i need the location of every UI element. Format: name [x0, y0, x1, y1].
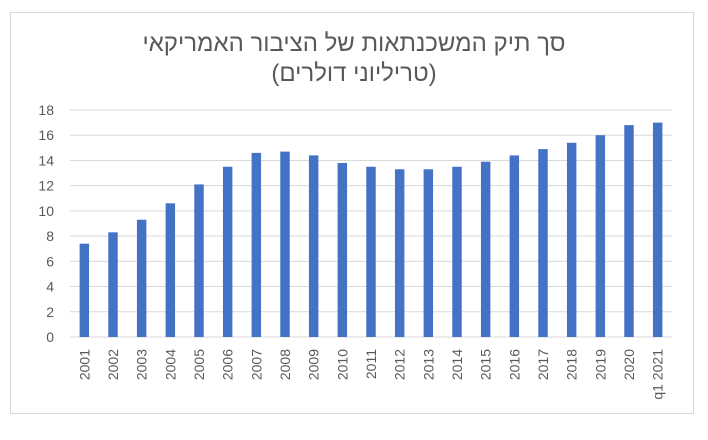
- y-tick-label: 12: [38, 178, 54, 194]
- y-tick-label: 2: [46, 304, 54, 320]
- bar: [652, 122, 663, 337]
- x-tick-label: q1 2021: [650, 349, 666, 400]
- y-tick-label: 8: [46, 228, 54, 244]
- x-tick-label: 2008: [277, 349, 293, 380]
- bar: [394, 169, 405, 337]
- y-tick-label: 18: [38, 102, 54, 118]
- chart-subtitle: (טריליוני דולרים): [271, 60, 437, 87]
- bar: [194, 184, 204, 337]
- x-tick-label: 2002: [105, 349, 121, 380]
- x-tick-label: 2010: [334, 349, 350, 380]
- bar: [222, 166, 233, 337]
- y-tick-label: 6: [46, 253, 54, 269]
- x-tick-label: 2020: [621, 349, 637, 380]
- bar: [366, 166, 376, 337]
- x-tick-label: 2016: [506, 349, 522, 380]
- x-tick-label: 2009: [306, 349, 322, 380]
- x-tick-label: 2014: [449, 349, 465, 380]
- bar: [509, 155, 520, 337]
- x-tick-label: 2001: [76, 349, 92, 380]
- y-tick-label: 16: [38, 127, 54, 143]
- x-tick-label: 2004: [162, 349, 178, 380]
- bar: [595, 135, 606, 337]
- bar: [624, 125, 634, 337]
- x-tick-label: 2015: [478, 349, 494, 380]
- y-tick-label: 14: [38, 152, 54, 168]
- x-tick-label: 2003: [134, 349, 150, 380]
- x-tick-label: 2006: [220, 349, 236, 380]
- x-tick-label: 2012: [392, 349, 408, 380]
- bar: [337, 162, 348, 337]
- bar: [280, 151, 290, 337]
- bar: [566, 142, 577, 337]
- bar: [308, 155, 319, 337]
- bar: [480, 161, 491, 337]
- x-tick-label: 2013: [420, 349, 436, 380]
- bar: [423, 169, 434, 337]
- x-tick-label: 2011: [363, 349, 379, 379]
- chart-title: סך תיק המשכנתאות של הציבור האמריקאי: [142, 30, 566, 57]
- bar: [79, 243, 90, 337]
- bar: [165, 203, 176, 337]
- bar: [108, 232, 118, 337]
- y-tick-label: 10: [38, 203, 54, 219]
- y-tick-label: 4: [46, 279, 54, 295]
- bar: [452, 166, 462, 337]
- x-tick-label: 2007: [248, 349, 264, 380]
- x-tick-label: 2017: [535, 349, 551, 380]
- x-tick-label: 2018: [564, 349, 580, 380]
- x-tick-label: 2005: [191, 349, 207, 380]
- bar: [538, 149, 548, 337]
- x-tick-label: 2019: [592, 349, 608, 380]
- bar: [136, 219, 147, 337]
- y-tick-label: 0: [46, 329, 54, 345]
- chart-frame: [10, 12, 694, 414]
- bar: [251, 152, 262, 337]
